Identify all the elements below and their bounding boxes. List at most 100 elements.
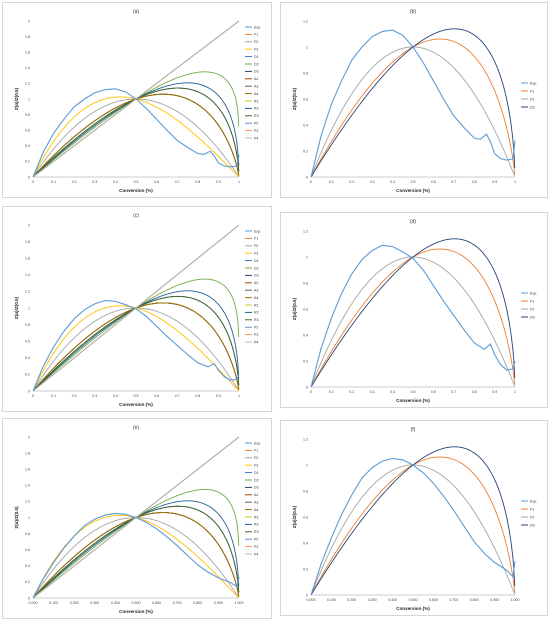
legend-label: P3 <box>254 545 258 549</box>
legend-label: P4 <box>254 552 258 556</box>
series-line-r3 <box>32 295 240 392</box>
legend-label: D2 <box>254 62 259 66</box>
y-tick-label: 0.2 <box>303 567 308 571</box>
y-tick-label: 0.6 <box>303 97 308 101</box>
legend-label: P2 <box>254 538 258 542</box>
x-tick-label: 0 <box>310 390 312 394</box>
y-tick-label: 2 <box>28 223 30 227</box>
x-tick-label: 0.1 <box>329 180 334 184</box>
y-axis-label: Z(α)/Z(0.5) <box>292 505 297 528</box>
legend-label: A3 <box>254 501 258 505</box>
x-tick-label: 0.8 <box>195 394 200 398</box>
legend-label: Exp. <box>254 229 261 233</box>
y-tick-label: 0 <box>306 593 308 597</box>
x-tick-label: 0 <box>32 180 34 184</box>
chart-panel-a: (a) 0 0.2 0.4 0.6 0.8 1 1.2 1.4 1.6 1.8 2 0 0.1 0.2 0.3… <box>2 2 272 198</box>
y-tick-label: 0.2 <box>303 149 308 153</box>
series-line-exp <box>310 244 516 388</box>
x-tick-label: 0.3 <box>92 394 97 398</box>
legend-label: R1 <box>254 515 259 519</box>
legend-label: F1 <box>530 299 534 303</box>
legend-label: F1 <box>254 449 258 453</box>
y-tick-label: 1 <box>28 306 30 310</box>
y-tick-label: 0.4 <box>25 564 30 568</box>
x-tick-label: 0.100 <box>49 601 58 605</box>
x-tick-label: 0.800 <box>193 601 202 605</box>
legend-label: R2 <box>254 107 259 111</box>
legend-label: D3 <box>254 274 259 278</box>
chart-c: (c) 0 0.2 0.4 0.6 0.8 1 1.2 1.4 1.6 1.8 2 0 0.1 0.2 0.3… <box>14 213 261 407</box>
x-tick-label: 0.1 <box>51 180 56 184</box>
y-tick-label: 0.2 <box>25 580 30 584</box>
x-tick-label: 0.300 <box>90 601 99 605</box>
x-tick-label: 0.5 <box>411 390 416 394</box>
legend-label: Exp. <box>530 81 537 85</box>
legend-label: R3 <box>254 114 259 118</box>
x-tick-label: 0.000 <box>307 598 316 602</box>
series-line-r3 <box>32 87 240 178</box>
x-tick-label: 0.3 <box>92 180 97 184</box>
x-tick-label: 0.5 <box>411 180 416 184</box>
legend-label: A2 <box>254 77 258 81</box>
y-tick-label: 1.2 <box>303 229 308 233</box>
series-line-d3 <box>310 446 516 595</box>
y-tick-label: 0.4 <box>303 333 308 337</box>
chart-title: (d) <box>410 219 416 225</box>
x-tick-label: 0.600 <box>429 598 438 602</box>
x-tick-label: 0.6 <box>431 390 436 394</box>
series-line-a4 <box>32 93 240 178</box>
x-tick-label: 0.500 <box>409 598 418 602</box>
x-tick-label: 0.400 <box>111 601 120 605</box>
chart-title: (e) <box>133 425 139 431</box>
series-line-a2 <box>32 512 240 599</box>
legend-label: F2 <box>530 307 534 311</box>
series-line-d3 <box>310 238 516 387</box>
series-line-a2 <box>32 93 240 178</box>
y-axis-label: Z(α)/Z(0.5) <box>14 506 19 529</box>
y-tick-label: 1.2 <box>303 19 308 23</box>
legend-label: P3 <box>254 129 258 133</box>
chart-title: (a) <box>133 9 139 15</box>
y-tick-label: 0.6 <box>25 129 30 133</box>
legend-label: D1 <box>254 471 259 475</box>
y-tick-label: 1.4 <box>25 66 30 70</box>
chart-title: (f) <box>411 427 416 433</box>
y-tick-label: 1.6 <box>25 468 30 472</box>
series-line-f1 <box>310 38 516 177</box>
legend-label: F2 <box>530 515 534 519</box>
y-tick-label: 1.8 <box>25 35 30 39</box>
legend-label: F3 <box>254 464 258 468</box>
x-tick-label: 1 <box>238 394 240 398</box>
x-tick-label: 0.8 <box>472 390 477 394</box>
legend-label: A4 <box>254 296 258 300</box>
chart-f: (f) 0 0.2 0.4 0.6 0.8 1 1.2 0.000 0.100 0.200 0.300… <box>292 427 537 611</box>
y-tick-label: 1.8 <box>25 240 30 244</box>
series-line-d3 <box>32 87 240 178</box>
series-line-f2 <box>32 98 240 177</box>
x-axis-label: Conversion (%) <box>119 402 153 407</box>
y-tick-label: 1.8 <box>25 451 30 455</box>
legend-label: D3 <box>254 70 259 74</box>
x-tick-label: 0.9 <box>216 180 221 184</box>
legend-label: F2 <box>254 244 258 248</box>
x-tick-label: 0.2 <box>349 180 354 184</box>
y-axis-label: Z(α)/Z(0.5) <box>292 87 297 110</box>
y-tick-label: 2 <box>28 435 30 439</box>
chart-panel-b: (b) 0 0.2 0.4 0.6 0.8 1 1.2 0 0.1 0.2 0.3 0.4 0.5 0.6 0… <box>280 2 548 198</box>
series-line-a4 <box>32 302 240 392</box>
x-tick-label: 0.1 <box>329 390 334 394</box>
series-line-d3 <box>32 295 240 392</box>
series-line-exp <box>32 299 240 392</box>
series-line-f1 <box>310 248 516 387</box>
chart-title: (c) <box>133 213 139 219</box>
x-tick-label: 0.800 <box>470 598 479 602</box>
x-tick-label: 0 <box>32 394 34 398</box>
legend-label: A4 <box>254 508 258 512</box>
legend-label: F3 <box>254 252 258 256</box>
y-axis-label: Z(α)/Z(0.5) <box>14 87 19 110</box>
legend-label: P2 <box>254 122 258 126</box>
legend-label: D1 <box>254 259 259 263</box>
chart-a: (a) 0 0.2 0.4 0.6 0.8 1 1.2 1.4 1.6 1.8 2 0 0.1 0.2 0.3… <box>14 9 261 193</box>
series-line-a3 <box>32 512 240 599</box>
legend-label: F1 <box>254 33 258 37</box>
